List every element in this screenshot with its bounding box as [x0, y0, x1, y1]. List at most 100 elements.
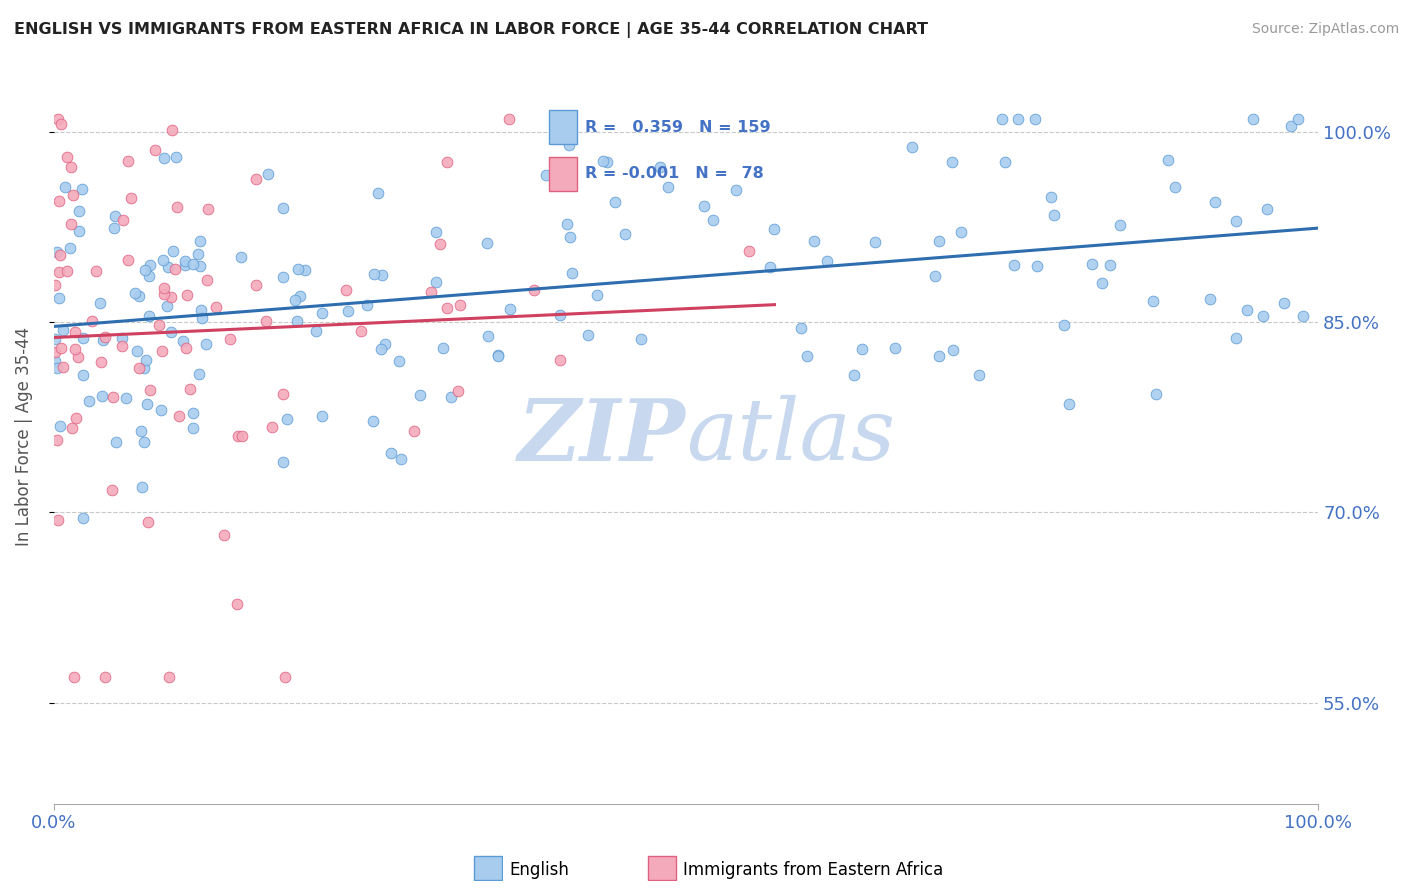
Point — [1043, 208, 1066, 222]
Point — [1164, 180, 1187, 194]
Point — [48, 194, 70, 208]
Point — [1225, 331, 1247, 345]
Point — [44, 353, 66, 368]
Point — [245, 171, 267, 186]
Point — [592, 153, 614, 168]
Point — [1241, 112, 1264, 127]
Point — [53, 179, 76, 194]
Point — [56, 150, 79, 164]
Point — [1236, 303, 1258, 318]
Point — [273, 201, 295, 215]
Point — [128, 361, 150, 376]
Point — [1198, 293, 1220, 307]
Point — [159, 325, 181, 339]
Text: atlas: atlas — [686, 395, 896, 477]
Point — [1272, 295, 1295, 310]
Point — [762, 221, 785, 235]
Point — [486, 348, 509, 362]
Point — [287, 262, 309, 277]
Point — [288, 289, 311, 303]
Point — [111, 339, 134, 353]
Point — [152, 280, 174, 294]
Point — [928, 234, 950, 248]
Point — [724, 184, 747, 198]
Point — [55, 264, 77, 278]
Point — [91, 334, 114, 348]
Point — [49, 248, 72, 262]
Point — [738, 244, 761, 258]
Point — [157, 670, 180, 684]
Point — [60, 217, 83, 231]
Point — [388, 354, 411, 368]
Point — [1080, 257, 1102, 271]
Point — [1053, 318, 1076, 333]
Point — [197, 202, 219, 217]
Point — [179, 382, 201, 396]
Point — [51, 342, 73, 356]
Point — [1040, 190, 1063, 204]
Point — [548, 353, 571, 368]
Point — [790, 320, 813, 334]
Point — [94, 670, 117, 684]
Point — [842, 368, 865, 383]
Text: Immigrants from Eastern Africa: Immigrants from Eastern Africa — [683, 861, 943, 879]
Point — [152, 343, 174, 358]
Point — [155, 299, 177, 313]
Point — [534, 168, 557, 182]
Point — [389, 452, 412, 467]
Point — [550, 309, 572, 323]
Point — [499, 301, 522, 316]
Point — [166, 200, 188, 214]
Point — [80, 314, 103, 328]
Point — [103, 390, 125, 404]
Point — [172, 334, 194, 348]
Point — [117, 153, 139, 168]
Point — [101, 483, 124, 498]
Point — [104, 209, 127, 223]
Point — [942, 343, 965, 358]
Point — [436, 155, 458, 169]
Point — [447, 384, 470, 398]
Point — [44, 332, 66, 346]
Point — [311, 409, 333, 423]
Point — [425, 275, 447, 289]
Point — [254, 313, 277, 327]
Point — [702, 213, 724, 227]
Point — [46, 112, 69, 127]
Point — [59, 241, 82, 255]
Point — [134, 262, 156, 277]
Point — [596, 154, 619, 169]
Point — [260, 420, 283, 434]
Point — [59, 161, 82, 175]
Point — [138, 268, 160, 283]
Point — [1279, 119, 1302, 133]
Point — [190, 303, 212, 318]
Point — [1144, 387, 1167, 401]
Point — [45, 361, 67, 376]
Point — [77, 394, 100, 409]
Point — [226, 597, 249, 611]
Point — [72, 181, 94, 195]
Point — [657, 179, 679, 194]
Point — [187, 246, 209, 260]
Point — [205, 300, 228, 314]
Point — [967, 368, 990, 383]
Point — [72, 368, 94, 382]
Point — [440, 390, 463, 404]
Point — [197, 273, 219, 287]
Point — [605, 194, 627, 209]
Point — [294, 263, 316, 277]
Point — [138, 309, 160, 323]
Point — [408, 388, 430, 402]
Point — [425, 225, 447, 239]
Point — [226, 429, 249, 443]
Point — [335, 283, 357, 297]
Point — [124, 286, 146, 301]
Point — [152, 286, 174, 301]
Point — [851, 342, 873, 356]
Point — [52, 360, 75, 375]
Point — [129, 424, 152, 438]
Point — [1099, 258, 1122, 272]
Point — [271, 455, 294, 469]
Point — [475, 236, 498, 251]
